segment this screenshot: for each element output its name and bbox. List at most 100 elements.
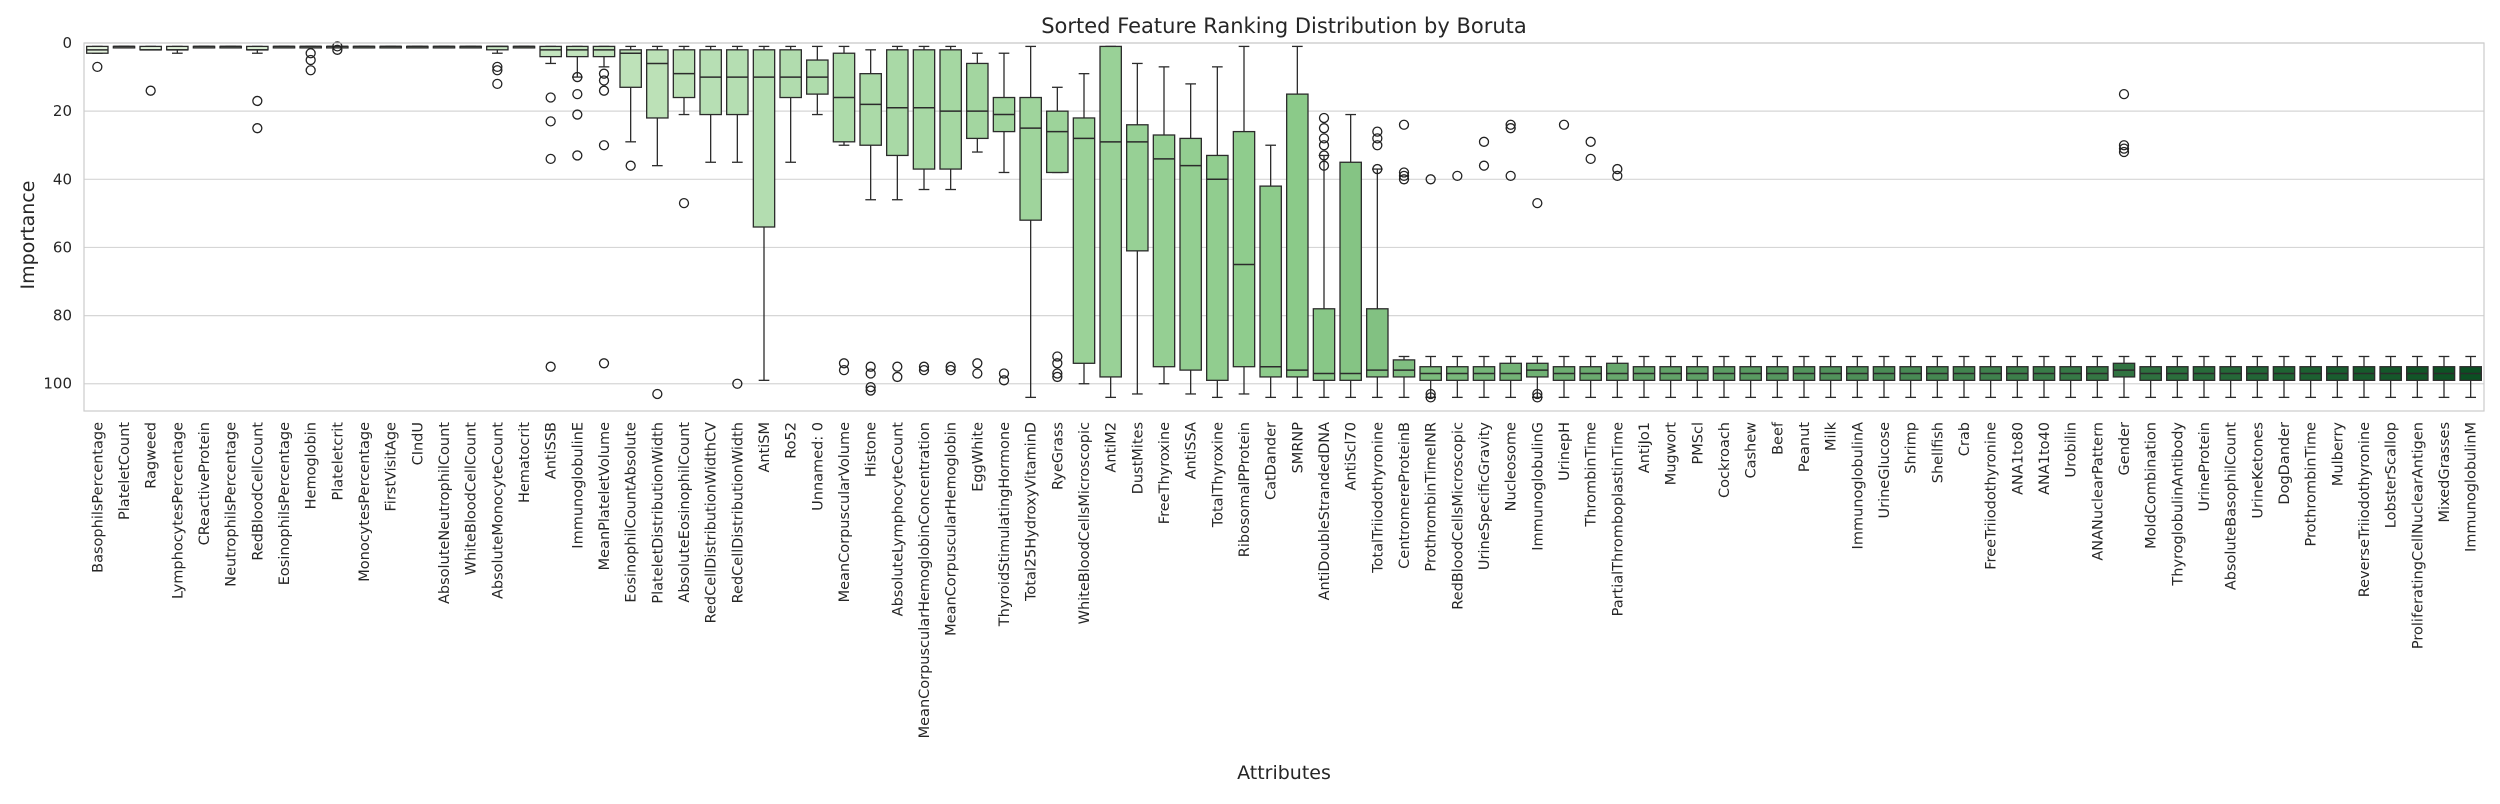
outlier-point [1478,160,1490,171]
box-group [1686,355,1709,399]
x-tick-label: DustMites [1130,422,1146,494]
outlier-point [305,54,316,66]
outlier-point [2118,140,2130,151]
box [1046,110,1069,174]
outlier-point [572,88,583,100]
x-tick-label: ImmunoglobulinE [570,422,586,549]
x-tick-label: FreeTriiodothyronine [1984,422,2000,570]
x-tick-label: AntiSM [757,422,773,473]
outlier-point [1505,119,1516,130]
outlier-point [945,364,956,376]
outlier-point [945,361,956,372]
box-group [966,52,989,379]
x-tick-label: AntiSSB [544,422,560,479]
box-group [1286,45,1309,399]
outlier-point [1372,126,1383,137]
box-group [1526,197,1549,403]
outlier-point [1612,170,1623,182]
x-tick-label: Shellfish [1930,422,1946,483]
box-group [2299,355,2322,399]
box-group [2219,355,2242,399]
box-group [139,45,162,96]
x-tick-label: Urobilin [2064,422,2080,478]
y-tick-label: 100 [43,375,72,393]
x-tick-label: Ro52 [784,422,800,459]
x-tick-label: ImmunoglobulinM [2464,422,2480,552]
box-group [192,45,216,49]
outlier-point [918,361,930,372]
x-tick-label: CIndU [410,422,426,465]
x-tick-label: ImmunoglobulinG [1530,422,1546,551]
outlier-point [625,160,636,171]
box [699,49,722,116]
box [1126,124,1149,252]
x-tick-label: PMScl [1690,422,1706,464]
box [939,49,962,170]
box-group [432,45,456,49]
x-tick-label: MeanCorpuscularVolume [837,422,853,602]
x-tick-label: UrineKetones [2250,422,2266,519]
box-group [2272,355,2296,399]
y-tick-label: 0 [62,34,72,52]
box-group [2406,355,2429,399]
box-group [1819,355,1842,399]
x-tick-label: Cockroach [1717,422,1733,498]
box-group [1366,126,1389,399]
outlier-point [865,381,876,393]
x-tick-label: FreeThyroxine [1157,422,1173,524]
x-tick-label: Mulberry [2330,422,2346,487]
x-tick-label: Ragweed [144,422,160,489]
x-tick-label: AntiScl70 [1344,422,1360,490]
outlier-point [732,378,743,389]
outlier-point [1318,140,1330,151]
plot-frame [83,42,2485,412]
x-tick-label: AntiDoubleStrandedDNA [1317,422,1333,600]
outlier-point [1532,392,1543,403]
box [1312,308,1336,381]
y-tick-label: 40 [53,170,72,188]
outlier-point [892,361,903,372]
x-tick-label: EosinophilCountAbsolute [624,422,640,603]
box [1259,185,1282,378]
box-group [1952,355,1976,399]
y-tick-labels: 0 20 40 60 80 100 [43,34,72,393]
x-axis-label: Attributes [1237,762,1331,784]
outlier-point [1372,133,1383,144]
outlier-point [1532,388,1543,400]
outlier-point [598,85,610,96]
box [592,45,616,58]
x-tick-label: RibosomalPProtein [1237,422,1253,557]
box-group [1766,355,1789,399]
y-tick-label: 60 [53,238,72,256]
x-tick-label: FirstVisitAge [384,422,400,512]
x-tick-label: Unnamed: 0 [810,422,826,511]
box-group [1179,83,1202,395]
x-tick-label: LobsterScallop [2384,422,2400,528]
outlier-point [252,95,263,107]
x-tick-label: AbsoluteNeutrophilCount [437,422,453,604]
x-tick-label: AbsoluteMonocyteCount [490,422,506,599]
box [966,62,989,140]
box [1339,161,1362,381]
outlier-point [92,61,103,73]
box-group [939,45,962,376]
outlier-point [598,140,610,151]
outlier-point [598,68,610,79]
x-tick-label: AntiJo1 [1637,422,1653,473]
box-group [1472,136,1496,399]
box-group [779,45,802,163]
outlier-point [1425,392,1436,403]
outlier-point [252,123,263,134]
box-group [619,45,642,171]
box [1286,93,1309,378]
outlier-point [492,65,503,76]
box-group [1419,174,1442,403]
x-tick-label: ANA1to80 [2010,422,2026,495]
outlier-point [1505,123,1516,134]
box [1606,362,1629,381]
outlier-point [1398,170,1410,182]
box-group [1046,86,1069,383]
box-group [1579,136,1602,399]
